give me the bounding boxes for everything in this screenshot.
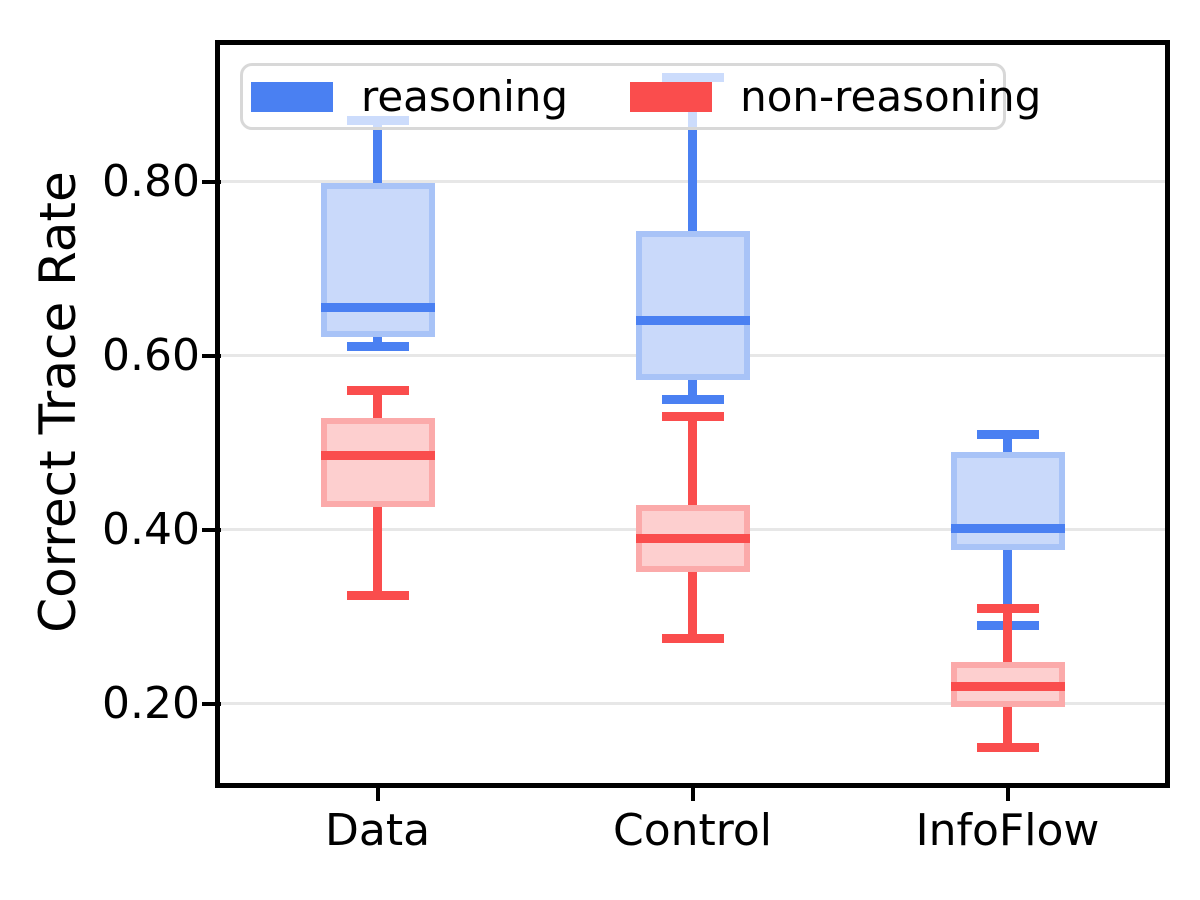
cap-lower-reasoning-control: [661, 394, 724, 404]
legend-label-non-reasoning: non-reasoning: [740, 71, 1042, 121]
whisker-lower-reasoning-control: [688, 377, 697, 400]
y-tick-label: 0.20: [102, 677, 200, 729]
whisker-lower-reasoning-infoflow: [1003, 547, 1012, 626]
cap-lower-non-reasoning-data: [346, 590, 409, 600]
median-non-reasoning-infoflow: [950, 681, 1065, 691]
median-reasoning-control: [635, 316, 750, 326]
cap-upper-non-reasoning-control: [661, 412, 724, 422]
gridline: [220, 702, 1165, 706]
whisker-upper-reasoning-infoflow: [1003, 434, 1012, 455]
box-reasoning-control: [635, 230, 750, 381]
legend-label-reasoning: reasoning: [361, 71, 569, 121]
x-tick-label-infoflow: InfoFlow: [915, 805, 1100, 856]
cap-lower-non-reasoning-control: [661, 634, 724, 644]
whisker-lower-reasoning-data: [373, 333, 382, 347]
y-tick-label: 0.80: [102, 155, 200, 207]
whisker-lower-non-reasoning-control: [688, 568, 697, 639]
non-reasoning-swatch-icon: [630, 81, 713, 112]
median-non-reasoning-control: [635, 533, 750, 543]
box-reasoning-infoflow: [950, 451, 1065, 551]
median-reasoning-data: [320, 303, 435, 313]
whisker-upper-non-reasoning-data: [373, 390, 382, 421]
x-tick-label-data: Data: [324, 805, 431, 856]
whisker-upper-non-reasoning-infoflow: [1003, 608, 1012, 665]
y-tick-label: 0.60: [102, 329, 200, 381]
whisker-lower-non-reasoning-data: [373, 503, 382, 595]
legend-entry-non-reasoning: non-reasoning: [630, 71, 1042, 121]
box-non-reasoning-data: [320, 417, 435, 507]
legend-entry-reasoning: reasoning: [251, 71, 569, 121]
cap-lower-non-reasoning-infoflow: [976, 742, 1039, 752]
whisker-upper-non-reasoning-control: [688, 416, 697, 508]
reasoning-swatch-icon: [251, 81, 333, 112]
cap-lower-reasoning-data: [346, 342, 409, 352]
cap-upper-non-reasoning-data: [346, 386, 409, 395]
x-tick-label-control: Control: [612, 805, 773, 856]
whisker-upper-reasoning-control: [688, 77, 697, 234]
whisker-upper-reasoning-data: [373, 120, 382, 186]
box-reasoning-data: [320, 182, 435, 337]
cap-upper-reasoning-infoflow: [976, 429, 1039, 439]
y-tick-label: 0.40: [102, 503, 200, 555]
cap-upper-non-reasoning-infoflow: [976, 603, 1039, 613]
median-reasoning-infoflow: [950, 523, 1065, 533]
whisker-lower-non-reasoning-infoflow: [1003, 703, 1012, 748]
plot-area: [215, 40, 1170, 788]
y-axis-label: Correct Trace Rate: [29, 171, 87, 633]
legend: reasoning non-reasoning: [240, 63, 1041, 130]
median-non-reasoning-data: [320, 451, 435, 461]
